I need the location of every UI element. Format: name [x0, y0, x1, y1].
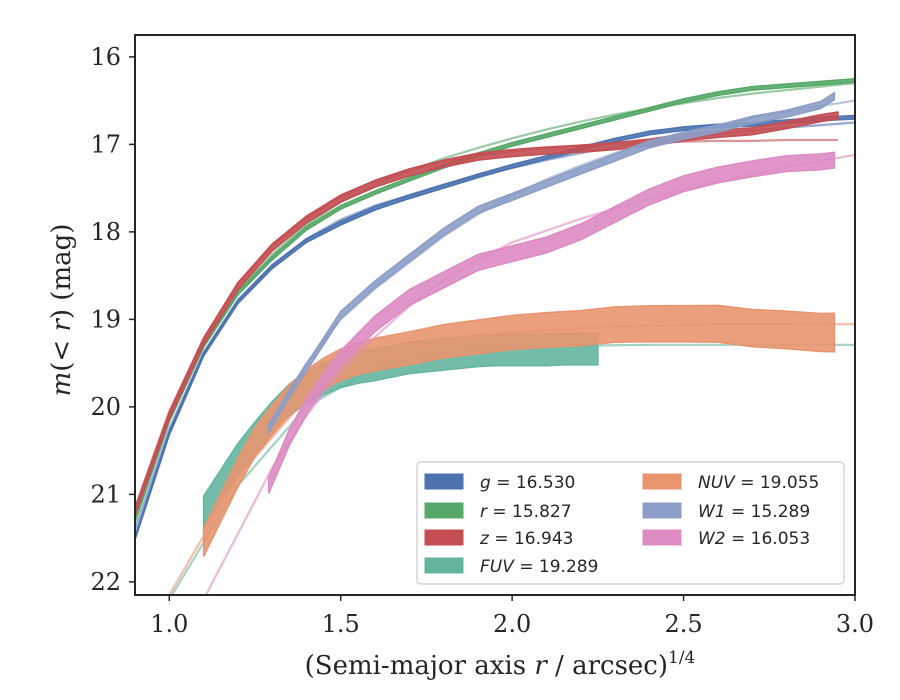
legend-item-fuv: FUV = 19.289 [424, 557, 598, 577]
legend-item-r: r = 15.827 [424, 502, 572, 522]
legend: g = 16.530 r = 15.827 z = 16.943 FUV = 19.2… [416, 461, 845, 585]
y-axis-label: m(< r) (mag) [47, 224, 77, 397]
legend-item-z: z = 16.943 [424, 529, 573, 549]
legend-label-g: g = 16.530 [480, 473, 575, 493]
y-tick-label: 19 [90, 305, 121, 333]
series-w1 [267, 91, 855, 436]
legend-item-nuv: NUV = 19.055 [642, 473, 819, 493]
x-axis-label-main: (Semi-major axis [305, 651, 535, 681]
legend-label-w2: W2 = 16.053 [698, 529, 810, 549]
x-axis-label: (Semi-major axis r / arcsec)1/4 [305, 648, 696, 681]
legend-item-w2: W2 = 16.053 [642, 529, 810, 549]
y-tick-label: 21 [90, 480, 121, 508]
legend-swatch-w1 [642, 502, 682, 519]
x-axis-label-rest: / arcsec) [547, 651, 668, 681]
legend-item-g: g = 16.530 [424, 473, 575, 493]
legend-item-w1: W1 = 15.289 [642, 502, 810, 522]
y-axis-label-unit: (mag) [47, 224, 77, 309]
legend-swatch-nuv [642, 473, 682, 490]
y-axis-label-m: m [47, 372, 77, 397]
x-tick-label: 3.0 [836, 610, 874, 638]
y-axis-label-close: ) [47, 309, 77, 319]
series-r [135, 78, 855, 523]
series-z [135, 111, 839, 516]
series-w2 [204, 151, 855, 595]
y-axis: 16 17 18 19 20 21 22 [90, 43, 135, 596]
y-tick-label: 20 [90, 393, 121, 421]
legend-box [416, 461, 845, 585]
legend-label-nuv: NUV = 19.055 [698, 473, 819, 493]
plot-area [135, 78, 855, 595]
x-axis: 1.0 1.5 2.0 2.5 3.0 [150, 595, 874, 638]
y-tick-label: 17 [90, 130, 121, 158]
legend-swatch-fuv [424, 557, 464, 574]
x-tick-label: 2.5 [664, 610, 702, 638]
y-tick-label: 16 [90, 43, 121, 71]
legend-label-w1: W1 = 15.289 [698, 502, 810, 522]
band-w1 [267, 91, 836, 436]
legend-swatch-w2 [642, 529, 682, 546]
plot-frame [134, 34, 856, 596]
y-tick-label: 18 [90, 218, 121, 246]
legend-label-fuv: FUV = 19.289 [480, 557, 598, 577]
x-tick-label: 1.0 [150, 610, 188, 638]
y-tick-label: 22 [90, 568, 121, 596]
x-axis-label-var: r [534, 651, 548, 681]
y-axis-label-lt: (< [47, 332, 77, 372]
legend-swatch-r [424, 502, 464, 519]
y-axis-label-r: r [47, 318, 77, 332]
x-tick-label: 1.5 [322, 610, 360, 638]
band-w2 [267, 151, 836, 494]
band-r [135, 78, 855, 523]
band-g [135, 114, 855, 541]
legend-swatch-g [424, 473, 464, 490]
x-tick-label: 2.0 [493, 610, 531, 638]
x-axis-label-power: 1/4 [668, 648, 695, 668]
legend-label-r: r = 15.827 [480, 502, 572, 522]
legend-label-z: z = 16.943 [479, 529, 573, 549]
band-z [135, 111, 839, 516]
legend-swatch-z [424, 529, 464, 546]
